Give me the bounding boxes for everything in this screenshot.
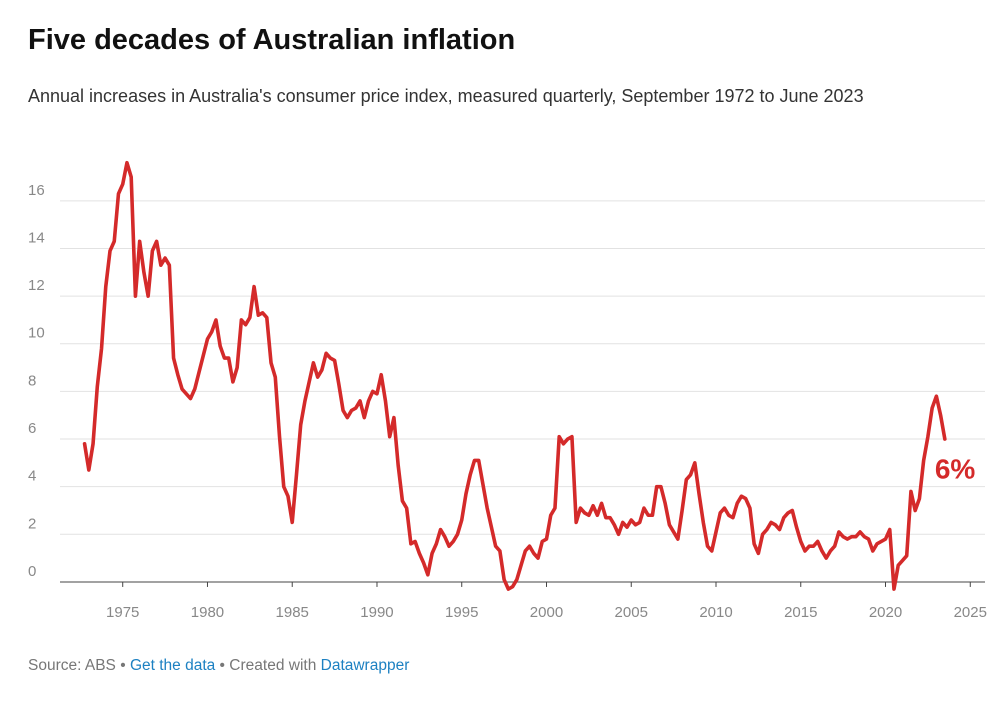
x-tick-label: 1995 (445, 604, 478, 621)
y-tick-label: 10 (28, 325, 45, 342)
source: Source: ABS (28, 657, 116, 674)
y-tick-label: 16 (28, 182, 45, 199)
chart-title: Five decades of Australian inflation (28, 24, 516, 56)
x-tick-label: 2005 (615, 604, 648, 621)
x-tick-label: 1980 (191, 604, 224, 621)
x-tick-label: 2020 (869, 604, 902, 621)
x-tick-label: 2015 (784, 604, 817, 621)
credit-link[interactable]: Datawrapper (320, 657, 410, 674)
x-tick-label: 1985 (276, 604, 309, 621)
y-tick-label: 8 (28, 372, 36, 389)
credit: Created with (229, 657, 321, 674)
x-tick-label: 1975 (106, 604, 139, 621)
y-tick-label: 0 (28, 563, 36, 580)
x-tick-label: 2000 (530, 604, 563, 621)
line (82, 160, 947, 591)
x-tick-label: 2025 (954, 604, 987, 621)
footer: Source: ABS • Get the data • Created wit… (28, 657, 409, 675)
data-link[interactable]: Get the data (129, 657, 216, 674)
y-tick-label: 2 (28, 515, 36, 532)
annotation: 6% (935, 453, 976, 484)
y-tick-label: 6 (28, 420, 36, 437)
chart-subtitle: Annual increases in Australia's consumer… (28, 86, 864, 106)
y-tick-label: 12 (28, 277, 45, 294)
x-tick-label: 2010 (699, 604, 732, 621)
x-tick-label: 1990 (360, 604, 393, 621)
y-tick-label: 4 (28, 468, 36, 485)
y-tick-label: 14 (28, 229, 45, 246)
separator: • (215, 657, 230, 674)
separator: • (115, 657, 130, 674)
